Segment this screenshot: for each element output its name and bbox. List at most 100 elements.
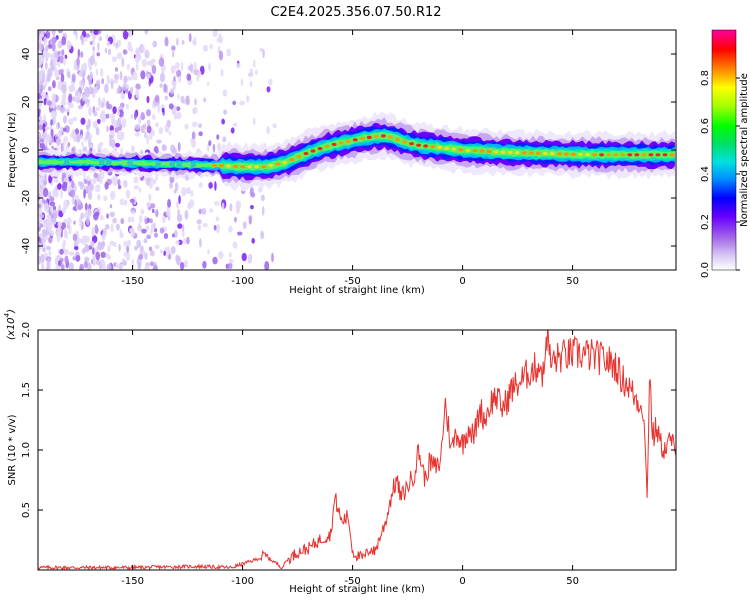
- spectrogram-noise-cell: [81, 35, 85, 46]
- spectrogram-noise-cell: [106, 113, 110, 119]
- spectrogram-noise-cell: [44, 53, 49, 59]
- spectrogram-noise-cell: [67, 71, 71, 79]
- spectrogram-noise-cell: [74, 246, 79, 251]
- spectrogram-noise-cell: [169, 175, 175, 184]
- spectrogram-peak: [500, 150, 506, 154]
- spectrogram-noise-cell: [271, 252, 274, 263]
- spectrogram-noise-cell: [60, 264, 65, 270]
- spectrogram-noise-cell: [148, 131, 153, 141]
- spectrogram-noise-cell: [163, 232, 169, 240]
- spectrogram-noise-cell: [84, 243, 90, 253]
- colorbar-tick-label: 0.8: [700, 70, 711, 86]
- spectrogram-noise-cell: [121, 118, 127, 128]
- spectrogram-noise-cell: [229, 203, 233, 212]
- spectrogram-noise-cell: [150, 223, 154, 233]
- spectrogram-noise-cell: [60, 107, 66, 113]
- spectrogram-noise-cell: [215, 223, 220, 234]
- spectrogram-noise-cell: [57, 80, 63, 91]
- spectrogram-noise-cell: [140, 70, 146, 80]
- spectrogram-noise-cell: [216, 134, 220, 140]
- spectrogram-noise-cell: [54, 177, 59, 183]
- spectrogram-noise-cell: [106, 41, 111, 47]
- spectrogram-noise-cell: [38, 35, 42, 45]
- spectrogram-noise-cell: [138, 222, 141, 232]
- spectrogram-noise-cell: [176, 111, 182, 120]
- spectrogram-noise-cell: [242, 221, 247, 230]
- spectrogram-noise-cell: [120, 218, 125, 225]
- spectrogram-noise-cell: [76, 236, 81, 245]
- snr-scale-base: (x10: [6, 317, 17, 340]
- spectrogram-noise-cell: [111, 56, 117, 63]
- spectrogram-noise-cell: [138, 116, 142, 125]
- spectrogram-noise-cell: [50, 128, 54, 138]
- spectrogram-noise-cell: [112, 79, 119, 84]
- spectrogram-noise-cell: [52, 205, 57, 211]
- spectrogram-noise-cell: [206, 81, 210, 86]
- spectrogram-noise-cell: [165, 95, 169, 101]
- spectrogram-noise-cell: [222, 136, 227, 143]
- spectrogram-peak: [592, 153, 597, 157]
- spectrogram-peak: [542, 151, 548, 156]
- spectrogram-noise-cell: [85, 33, 91, 38]
- spectrogram-noise-cell: [159, 227, 165, 234]
- spectrogram-noise-cell: [61, 49, 65, 57]
- spectrogram-peak: [366, 135, 372, 139]
- spectrogram-noise-cell: [84, 37, 88, 42]
- spectrogram-noise-cell: [121, 131, 125, 140]
- spectrogram-noise-cell: [67, 142, 71, 147]
- spectrogram-noise-cell: [126, 63, 130, 71]
- spectrogram-noise-cell: [176, 213, 183, 223]
- spectrogram-noise-cell: [50, 59, 54, 69]
- spectrogram-noise-cell: [139, 214, 143, 224]
- snr-y-ticks: 0.5 1.0 1.5 2.0: [21, 322, 676, 518]
- spectrogram-peak: [331, 142, 337, 147]
- spectrogram-y-label: Frequency (Hz): [7, 112, 18, 188]
- spectrogram-noise-cell: [38, 207, 42, 214]
- spectrogram-noise-cell: [44, 126, 50, 131]
- spectrogram-noise-cell: [47, 222, 52, 233]
- spectrogram-noise-cell: [95, 126, 100, 136]
- spectrogram-noise-cell: [95, 107, 100, 112]
- spectrogram-noise-cell: [138, 253, 144, 260]
- spectrogram-noise-cell: [161, 107, 165, 113]
- spectrogram-y-tick-label: 40: [21, 48, 32, 61]
- spectrogram-noise-cell: [202, 44, 209, 52]
- spectrogram-peak: [514, 151, 520, 155]
- spectrogram-peak: [549, 152, 555, 156]
- spectrogram-noise-cell: [69, 189, 76, 198]
- spectrogram-noise-cell: [266, 126, 271, 135]
- spectrogram-noise-cell: [236, 63, 241, 69]
- spectrogram-noise-cell: [208, 182, 213, 189]
- spectrogram-noise-cell: [145, 51, 149, 56]
- spectrogram-x-tick-label: 0: [459, 276, 465, 287]
- spectrogram-noise-cell: [94, 224, 99, 235]
- spectrogram-peak: [507, 150, 513, 155]
- spectrogram-noise-cell: [54, 69, 60, 78]
- spectrogram-noise-cell: [150, 58, 156, 64]
- spectrogram-noise-cell: [65, 108, 70, 113]
- spectrogram-noise-cell: [250, 204, 254, 210]
- spectrogram-peak: [247, 165, 253, 169]
- spectrogram-noise-cell: [235, 204, 240, 215]
- spectrogram-noise-cell: [41, 239, 45, 244]
- spectrogram-noise-cell: [117, 184, 122, 190]
- spectrogram-noise-cell: [264, 261, 270, 270]
- spectrogram-noise-cell: [175, 240, 180, 245]
- spectrogram-noise-cell: [196, 219, 202, 225]
- spectrogram-noise-cell: [182, 237, 187, 245]
- spectrogram-noise-cell: [197, 224, 202, 231]
- spectrogram-noise-cell: [80, 117, 86, 125]
- spectrogram-noise-cell: [159, 72, 165, 83]
- spectrogram-noise-cell: [38, 213, 45, 219]
- spectrogram-noise-cell: [99, 175, 103, 185]
- spectrogram-noise-cell: [218, 33, 222, 39]
- spectrogram-noise-cell: [118, 243, 121, 252]
- spectrogram-noise-cell: [268, 78, 273, 86]
- spectrogram-noise-cell: [110, 223, 114, 233]
- spectrogram-noise-cell: [214, 200, 220, 206]
- spectrogram-noise-cell: [168, 103, 174, 110]
- spectrogram-noise-cell: [180, 61, 184, 72]
- spectrogram-noise-cell: [72, 85, 76, 92]
- spectrogram-noise-cell: [101, 101, 104, 109]
- spectrogram-noise-cell: [152, 40, 158, 48]
